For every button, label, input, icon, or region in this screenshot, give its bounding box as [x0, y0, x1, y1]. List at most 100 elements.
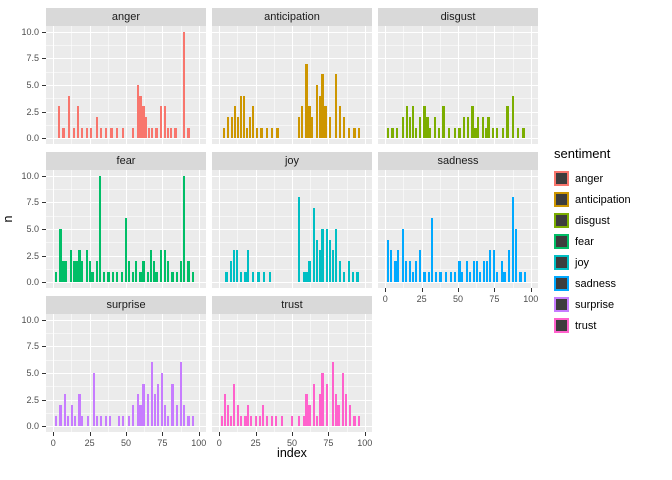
- bar: [257, 271, 260, 283]
- legend-item-surprise: surprise: [554, 294, 672, 315]
- bar: [85, 127, 88, 139]
- bar: [100, 415, 103, 427]
- y-tick-label: 0.0: [26, 133, 39, 144]
- bar: [512, 197, 515, 283]
- facet-panel-fear: [46, 170, 206, 288]
- bar: [59, 404, 62, 427]
- y-tick-mark: [42, 175, 46, 177]
- y-tick-label: 2.5: [26, 394, 39, 405]
- x-tick-mark: [458, 288, 459, 292]
- bar: [427, 271, 430, 283]
- bar: [91, 271, 94, 283]
- bar: [167, 127, 170, 139]
- bar: [183, 404, 186, 427]
- bar: [305, 271, 308, 283]
- gridline-major-x: [89, 26, 91, 144]
- bar: [167, 415, 170, 427]
- bar: [247, 404, 250, 427]
- legend-key-swatch: [554, 255, 569, 270]
- gridline-major-x: [219, 170, 221, 288]
- bar: [435, 271, 438, 283]
- legend-item-label: disgust: [575, 214, 610, 227]
- bar: [248, 116, 251, 139]
- gridline-major-x: [328, 170, 330, 288]
- gridline-major-x: [494, 170, 496, 288]
- bar: [229, 415, 232, 427]
- bar: [433, 116, 436, 139]
- legend-item-label: trust: [575, 319, 597, 332]
- bar: [153, 394, 157, 427]
- legend-item-label: fear: [575, 235, 594, 248]
- bar: [453, 127, 457, 139]
- bar: [98, 175, 101, 283]
- bar: [328, 239, 331, 283]
- x-tick-label: 25: [84, 438, 95, 448]
- bar: [442, 106, 445, 139]
- bar: [121, 415, 125, 427]
- legend-item-anticipation: anticipation: [554, 189, 672, 210]
- bar: [55, 271, 58, 283]
- bar: [321, 373, 324, 427]
- bar: [461, 271, 464, 283]
- bar: [290, 415, 294, 427]
- legend-item-label: anticipation: [575, 193, 631, 206]
- bar: [389, 250, 393, 283]
- gridline-major-x: [89, 170, 91, 288]
- bar: [155, 271, 158, 283]
- bar: [183, 31, 186, 139]
- legend-title: sentiment: [554, 146, 611, 161]
- bar: [261, 404, 264, 427]
- bar: [423, 271, 426, 283]
- bar: [187, 127, 190, 139]
- bar: [397, 250, 400, 283]
- bar: [72, 127, 75, 139]
- bar: [274, 415, 278, 427]
- y-tick-mark: [42, 399, 46, 401]
- bar: [159, 106, 162, 139]
- bar: [66, 415, 69, 427]
- bar: [183, 175, 186, 283]
- bar: [298, 415, 301, 427]
- bar: [116, 271, 119, 283]
- bar: [338, 260, 342, 283]
- legend-item-label: sadness: [575, 277, 616, 290]
- x-tick-mark: [198, 432, 200, 436]
- legend: sentiment anger anticipation disgust fear jo…: [554, 146, 672, 336]
- bar: [57, 106, 61, 139]
- bar: [500, 260, 503, 283]
- y-tick-mark: [42, 58, 46, 60]
- y-tick-mark: [42, 85, 46, 86]
- bar: [161, 373, 164, 427]
- bar: [315, 239, 318, 283]
- bar: [62, 260, 65, 283]
- facet-strip-joy: joy: [212, 152, 372, 170]
- x-tick-mark: [292, 432, 293, 436]
- legend-item-joy: joy: [554, 252, 672, 273]
- y-tick-label: 2.5: [26, 250, 39, 261]
- gridline-major-x: [458, 170, 459, 288]
- bar: [481, 116, 484, 139]
- bar: [245, 127, 248, 139]
- bar: [95, 260, 98, 283]
- bar: [269, 271, 272, 283]
- gridline-major-x: [421, 170, 423, 288]
- y-tick-label: 5.0: [26, 224, 39, 234]
- bar: [312, 207, 315, 283]
- bar: [180, 362, 183, 427]
- bar: [68, 95, 71, 139]
- bar: [308, 106, 311, 139]
- x-tick-mark: [53, 432, 55, 436]
- y-tick-mark: [42, 346, 46, 348]
- bar: [325, 229, 328, 283]
- bar: [439, 271, 442, 283]
- bar: [449, 271, 452, 283]
- y-tick-mark: [42, 426, 46, 428]
- x-tick-mark: [421, 288, 423, 292]
- bar: [260, 127, 263, 139]
- bar: [232, 250, 235, 283]
- bar: [507, 250, 510, 283]
- bar: [311, 116, 314, 139]
- y-tick-label: 7.5: [26, 341, 39, 352]
- x-tick-label: 75: [489, 294, 500, 304]
